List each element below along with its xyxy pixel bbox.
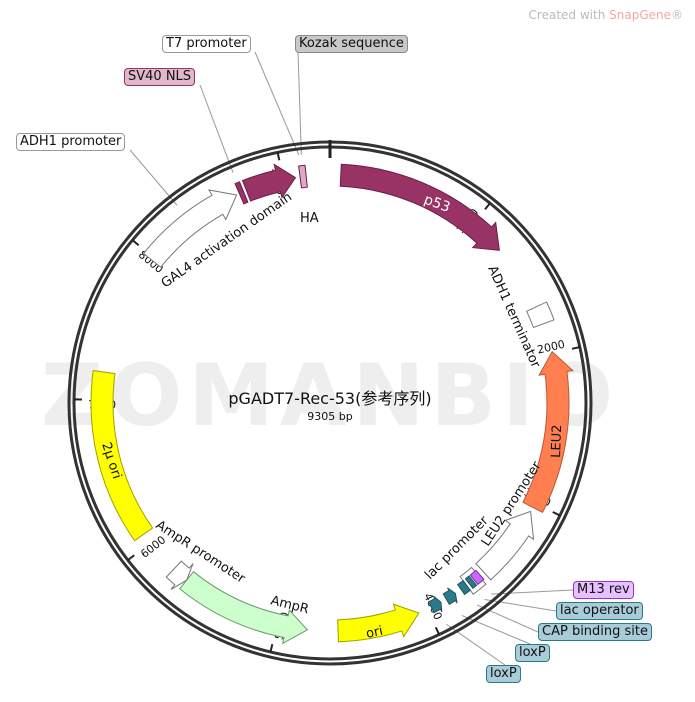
callout-cap-binding-site[interactable]: CAP binding site: [538, 623, 653, 641]
label-leu2: LEU2: [549, 424, 565, 458]
feature-adh1-terminator[interactable]: [525, 301, 555, 329]
callout-t7-promoter[interactable]: T7 promoter: [162, 35, 251, 53]
feature-gal4-activation-domain[interactable]: [241, 163, 297, 202]
tick-2000: [571, 346, 581, 350]
credit-suffix: ®: [671, 8, 683, 22]
callout-m13-rev[interactable]: M13 rev: [573, 581, 634, 599]
callout-sv40-nls[interactable]: SV40 NLS: [124, 68, 196, 86]
feature-ampr[interactable]: [178, 570, 309, 645]
tick-5000: [269, 643, 274, 653]
tick-3000: [552, 511, 561, 517]
feature-leu2-promoter[interactable]: [475, 510, 535, 581]
credit-prefix: Created with: [528, 8, 610, 22]
callout-loxp[interactable]: loxP: [515, 644, 550, 662]
feature-ampr-promoter[interactable]: [165, 560, 194, 590]
leader-line: [461, 614, 531, 645]
callout-loxp[interactable]: loxP: [486, 665, 521, 683]
callout-adh1-promoter[interactable]: ADH1 promoter: [16, 133, 126, 151]
callout-kozak-sequence[interactable]: Kozak sequence: [295, 35, 408, 53]
plasmid-length: 9305 bp: [307, 410, 352, 423]
feature-loxp[interactable]: [428, 595, 443, 614]
credit-brand: SnapGene: [609, 8, 671, 22]
feature-sv40-nls[interactable]: [234, 181, 249, 205]
watermark: ZOMANBIO: [41, 346, 619, 446]
feature-leu2[interactable]: [522, 350, 574, 514]
feature-loxp[interactable]: [442, 587, 458, 605]
leader-line: [199, 84, 234, 173]
leader-line: [477, 604, 539, 633]
snapgene-credit: Created with SnapGene®: [529, 8, 683, 22]
label-ori: ori: [365, 624, 385, 642]
leader-line: [484, 598, 557, 612]
leader-line: [254, 51, 300, 156]
tick-9000: [276, 152, 281, 161]
features: [90, 163, 574, 645]
callout-leaders: [129, 51, 574, 666]
feature-lac-operator[interactable]: [464, 575, 478, 590]
tick-1000: [484, 202, 491, 211]
feature-cap-binding-site[interactable]: [456, 579, 472, 596]
label-lac-promoter: lac promoter: [422, 513, 492, 583]
leader-line: [297, 51, 302, 155]
tick-4000: [434, 626, 441, 635]
label-ha: HA: [300, 211, 319, 226]
feature-2-ori[interactable]: [90, 370, 154, 542]
plasmid-name: pGADT7-Rec-53(参考序列): [228, 389, 431, 408]
leader-line: [491, 589, 574, 595]
tick-8000: [131, 239, 140, 246]
feature-m13-rev[interactable]: [469, 569, 485, 586]
callout-lac-operator[interactable]: lac operator: [556, 602, 643, 620]
tick-6000: [127, 554, 135, 561]
feature-adh1-promoter[interactable]: [142, 189, 238, 268]
tick-label-2000: 2000: [536, 338, 566, 357]
feature-p53[interactable]: [339, 163, 500, 251]
feature-ori[interactable]: [337, 603, 420, 643]
feature-ha[interactable]: [298, 164, 308, 189]
